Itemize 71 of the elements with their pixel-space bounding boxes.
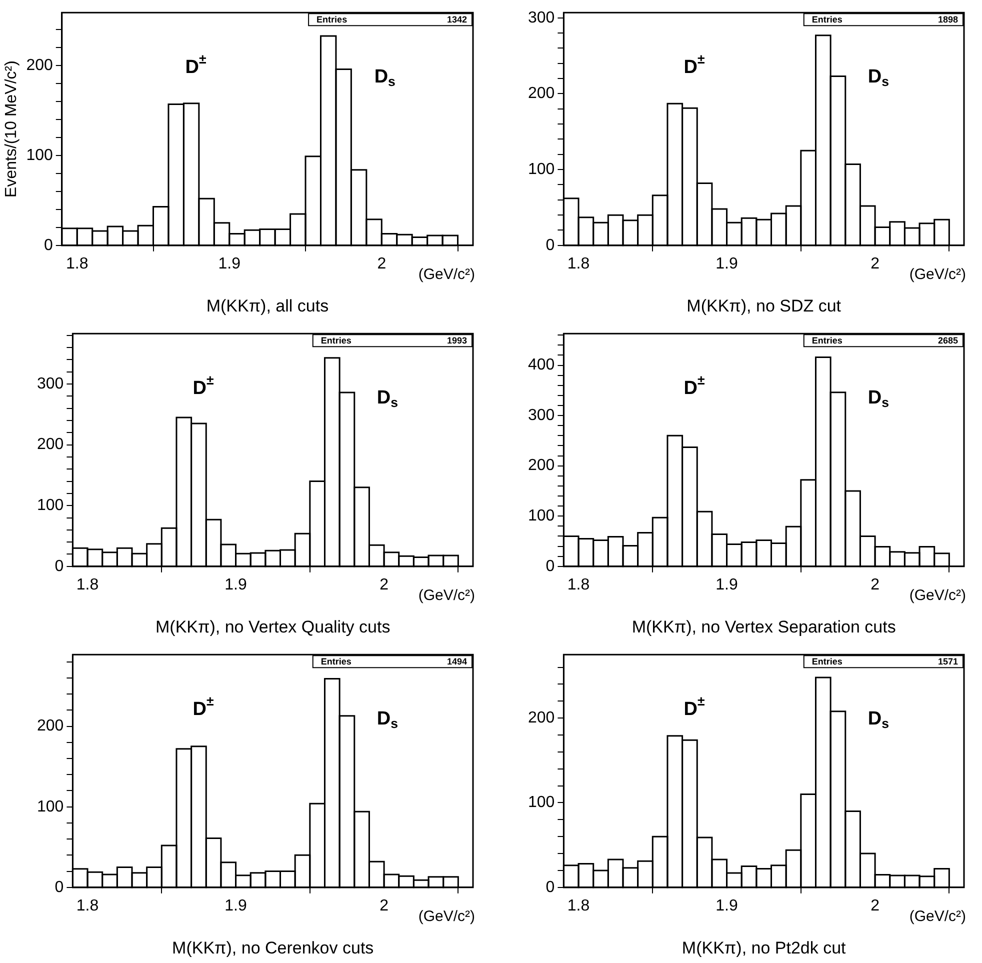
text: (GeV/c²) [909, 266, 966, 284]
x-tick-label: 1.9 [716, 897, 738, 914]
annotation: 2685 [938, 336, 958, 346]
x-tick-label: 1.8 [66, 255, 88, 272]
annotation: 1494 [446, 656, 467, 667]
y-tick-label: 100 [36, 497, 64, 514]
x-axis-title: M(KKπ), no Pt2dk cut [682, 938, 846, 958]
y-tick-label: 0 [54, 558, 64, 575]
x-tick-label: 1.8 [567, 255, 590, 272]
y-axis-title: Events/(10 MeV/c²) [3, 60, 20, 198]
y-tick-label: 100 [528, 794, 555, 812]
y-tick-label: 0 [546, 878, 555, 896]
annotation: 1342 [446, 14, 467, 25]
annotation: 1571 [938, 656, 958, 667]
y-tick-label: 200 [528, 85, 555, 102]
annotation: D± [192, 372, 214, 400]
x-tick-label: 1.9 [224, 576, 247, 594]
x-tick-label: 2 [380, 576, 389, 594]
annotation: D± [684, 52, 705, 78]
y-tick-label: 200 [36, 436, 64, 454]
x-tick-label: 1.8 [76, 897, 99, 914]
x-tick-label: 1.8 [76, 576, 99, 594]
annotation: Entries [812, 14, 842, 25]
text: (GeV/c²) [418, 587, 475, 604]
annotation: D± [684, 372, 705, 400]
x-tick-label: 1.9 [716, 576, 738, 594]
x-tick-label: 1.8 [567, 576, 590, 594]
annotation: D± [192, 694, 214, 720]
y-tick-label: 0 [546, 558, 555, 575]
annotation: Entries [812, 656, 842, 667]
x-tick-label: 2 [377, 255, 386, 272]
x-axis-title: M(KKπ), all cuts [206, 296, 329, 316]
y-tick-label: 300 [528, 406, 555, 424]
y-tick-label: 0 [54, 878, 64, 896]
x-tick-label: 2 [870, 255, 880, 272]
y-tick-label: 300 [528, 9, 555, 26]
x-tick-label: 1.9 [224, 897, 247, 914]
annotation: 1898 [938, 14, 958, 25]
annotation: Entries [316, 14, 348, 25]
annotation: D± [684, 694, 705, 720]
y-tick-label: 200 [26, 57, 53, 74]
x-tick-label: 1.9 [716, 255, 738, 272]
text: (GeV/c²) [909, 908, 966, 926]
y-tick-label: 0 [44, 236, 53, 254]
x-tick-label: 2 [870, 576, 880, 594]
annotation: 1993 [446, 336, 467, 346]
x-axis-title: M(KKπ), no SDZ cut [686, 296, 842, 316]
y-tick-label: 200 [36, 718, 64, 735]
text: (GeV/c²) [418, 266, 475, 284]
y-tick-label: 100 [528, 160, 555, 178]
y-tick-label: 300 [36, 375, 64, 392]
text: (GeV/c²) [909, 587, 966, 604]
x-axis-title: M(KKπ), no Cerenkov cuts [172, 938, 374, 958]
x-tick-label: 2 [380, 897, 389, 914]
y-tick-label: 200 [528, 457, 555, 474]
y-tick-label: 100 [26, 146, 53, 164]
y-tick-label: 200 [528, 709, 555, 726]
annotation: D± [185, 52, 206, 78]
x-axis-title: M(KKπ), no Vertex Separation cuts [632, 617, 896, 636]
annotation: Entries [812, 336, 842, 346]
x-axis-title: M(KKπ), no Vertex Quality cuts [155, 617, 390, 636]
y-tick-label: 100 [36, 798, 64, 816]
x-tick-label: 2 [870, 897, 880, 914]
annotation: Entries [320, 336, 352, 346]
y-tick-label: 0 [546, 236, 555, 254]
y-tick-label: 100 [528, 508, 555, 525]
x-tick-label: 1.8 [567, 897, 590, 914]
x-tick-label: 1.9 [218, 255, 241, 272]
annotation: Entries [320, 656, 352, 667]
text: (GeV/c²) [418, 908, 475, 926]
y-tick-label: 400 [528, 356, 555, 374]
